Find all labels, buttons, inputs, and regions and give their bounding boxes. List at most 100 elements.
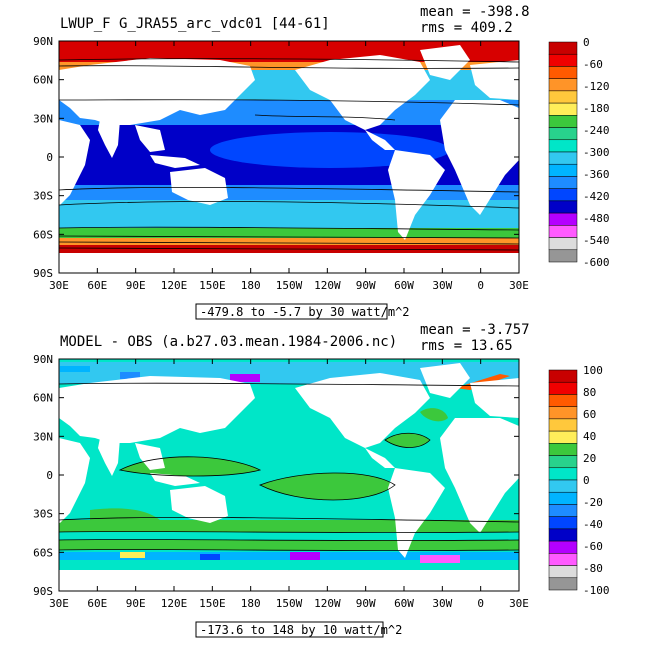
- rms-label: rms = 409.2: [420, 20, 513, 36]
- y-tick-label: 0: [46, 469, 53, 482]
- colorbar-swatch: [548, 163, 578, 177]
- land-north-america: [295, 55, 430, 130]
- x-tick-label: 150W: [276, 279, 303, 292]
- land-europe: [470, 60, 519, 100]
- y-tick-label: 30N: [33, 430, 53, 443]
- colorbar-swatch: [548, 455, 578, 469]
- land-greenland: [420, 363, 470, 398]
- colorbar-tick-label: -60: [583, 540, 603, 553]
- colorbar-tick-label: -300: [583, 146, 610, 159]
- y-tick-label: 60S: [33, 546, 53, 559]
- colorbar-swatch: [548, 553, 578, 566]
- colorbar-swatch: [548, 430, 578, 444]
- colorbar-swatch: [548, 151, 578, 165]
- colorbar-swatch: [548, 53, 578, 67]
- map-field: [59, 359, 519, 591]
- colorbar-swatch: [548, 212, 578, 226]
- x-tick-label: 90E: [126, 279, 146, 292]
- panel-bottom: MODEL - OBS (a.b27.03.mean.1984-2006.nc)…: [33, 322, 610, 638]
- x-tick-label: 30W: [432, 279, 452, 292]
- land-central-america: [365, 130, 395, 150]
- colorbar-swatch: [548, 102, 578, 116]
- colorbar-swatch: [548, 369, 578, 383]
- colorbar: 0 -60 -120 -180 -240 -300 -360 -420 -480 -540 -600: [548, 36, 610, 269]
- colorbar-swatch: [548, 491, 578, 505]
- land-se-asia: [135, 443, 165, 470]
- x-tick-label: 0: [477, 597, 484, 610]
- land-indonesia: [150, 155, 200, 168]
- y-tick-label: 30N: [33, 112, 53, 125]
- band-southern-ocean: [59, 228, 519, 238]
- colorbar-tick-label: 0: [583, 36, 590, 49]
- rms-label: rms = 13.65: [420, 338, 513, 354]
- colorbar-tick-label: -420: [583, 190, 610, 203]
- colorbar-swatch: [548, 200, 578, 214]
- land-australia: [170, 486, 228, 523]
- band-antarctic-edge: [59, 552, 519, 560]
- arctic-patch-3: [60, 366, 90, 372]
- land-india: [98, 438, 120, 476]
- range-box: -479.8 to -5.7 by 30 watt/m^2: [195, 303, 410, 320]
- range-label: -173.6 to 148 by 10 watt/m^2: [200, 623, 402, 637]
- colorbar-tick-label: -100: [583, 584, 610, 597]
- range-label: -479.8 to -5.7 by 30 watt/m^2: [200, 305, 410, 319]
- colorbar-tick-label: -540: [583, 234, 610, 247]
- x-tick-label: 60W: [394, 279, 414, 292]
- colorbar-tick-label: -480: [583, 212, 610, 225]
- colorbar-swatch: [548, 127, 578, 141]
- colorbar-swatch: [548, 406, 578, 420]
- panel-title: LWUP_F G_JRA55_arc_vdc01 [44-61]: [60, 16, 330, 32]
- land-north-america: [295, 373, 430, 448]
- y-tick-label: 30S: [33, 190, 53, 203]
- y-tick-label: 90N: [33, 353, 53, 366]
- colorbar-swatch: [548, 540, 578, 554]
- colorbar-swatch: [548, 418, 578, 432]
- colorbar-tick-label: -600: [583, 256, 610, 269]
- x-tick-label: 0: [477, 279, 484, 292]
- colorbar-swatch: [548, 225, 578, 238]
- y-tick-label: 30S: [33, 508, 53, 521]
- antarctic-patch-1: [120, 552, 145, 558]
- x-tick-label: 60E: [87, 279, 107, 292]
- green-atl: [385, 433, 430, 448]
- green-pac-eq: [260, 472, 395, 500]
- colorbar-tick-label: -40: [583, 518, 603, 531]
- antarctic-patch-2: [290, 552, 320, 560]
- colorbar-tick-label: -360: [583, 168, 610, 181]
- x-tick-label: 30E: [509, 597, 529, 610]
- colorbar-tick-label: -20: [583, 496, 603, 509]
- colorbar-tick-label: -240: [583, 124, 610, 137]
- colorbar-swatch: [548, 249, 578, 263]
- x-tick-label: 30E: [49, 597, 69, 610]
- land-india: [98, 120, 120, 158]
- colorbar-tick-label: 80: [583, 386, 596, 399]
- land-africa-right: [440, 100, 519, 215]
- x-tick-label: 120E: [161, 597, 188, 610]
- colorbar-tick-label: 40: [583, 430, 596, 443]
- y-tick-label: 90S: [33, 267, 53, 280]
- green-southern-2: [59, 540, 519, 550]
- arctic-patch-2: [120, 372, 140, 379]
- x-tick-label: 120W: [314, 279, 341, 292]
- range-box: -173.6 to 148 by 10 watt/m^2: [195, 621, 402, 638]
- land-australia: [170, 168, 228, 205]
- colorbar-swatch: [548, 565, 578, 579]
- colorbar-swatch: [548, 90, 578, 104]
- x-tick-label: 90E: [126, 597, 146, 610]
- colorbar-swatch: [548, 78, 578, 92]
- mean-label: mean = -398.8: [420, 4, 530, 20]
- x-tick-label: 150E: [199, 597, 226, 610]
- y-tick-label: 90N: [33, 35, 53, 48]
- colorbar-swatch: [548, 528, 578, 542]
- land-indonesia: [150, 473, 200, 486]
- colorbar-swatch: [548, 467, 578, 481]
- colorbar-swatch: [548, 188, 578, 202]
- axes: 30E 60E 90E 120E 150E 180 150W 120W 90W 60W 30W 0 30…: [33, 353, 529, 610]
- land-se-asia: [135, 125, 165, 152]
- axes: 30E 60E 90E 120E 150E 180 150W 120W 90W 60W 30W 0 30…: [33, 35, 529, 292]
- y-tick-label: 60N: [33, 392, 53, 405]
- colorbar: 100 80 60 40 20 0 -20 -40 -60 -80 -100: [548, 364, 610, 597]
- band-subpolar-s: [59, 200, 519, 230]
- x-tick-label: 120W: [314, 597, 341, 610]
